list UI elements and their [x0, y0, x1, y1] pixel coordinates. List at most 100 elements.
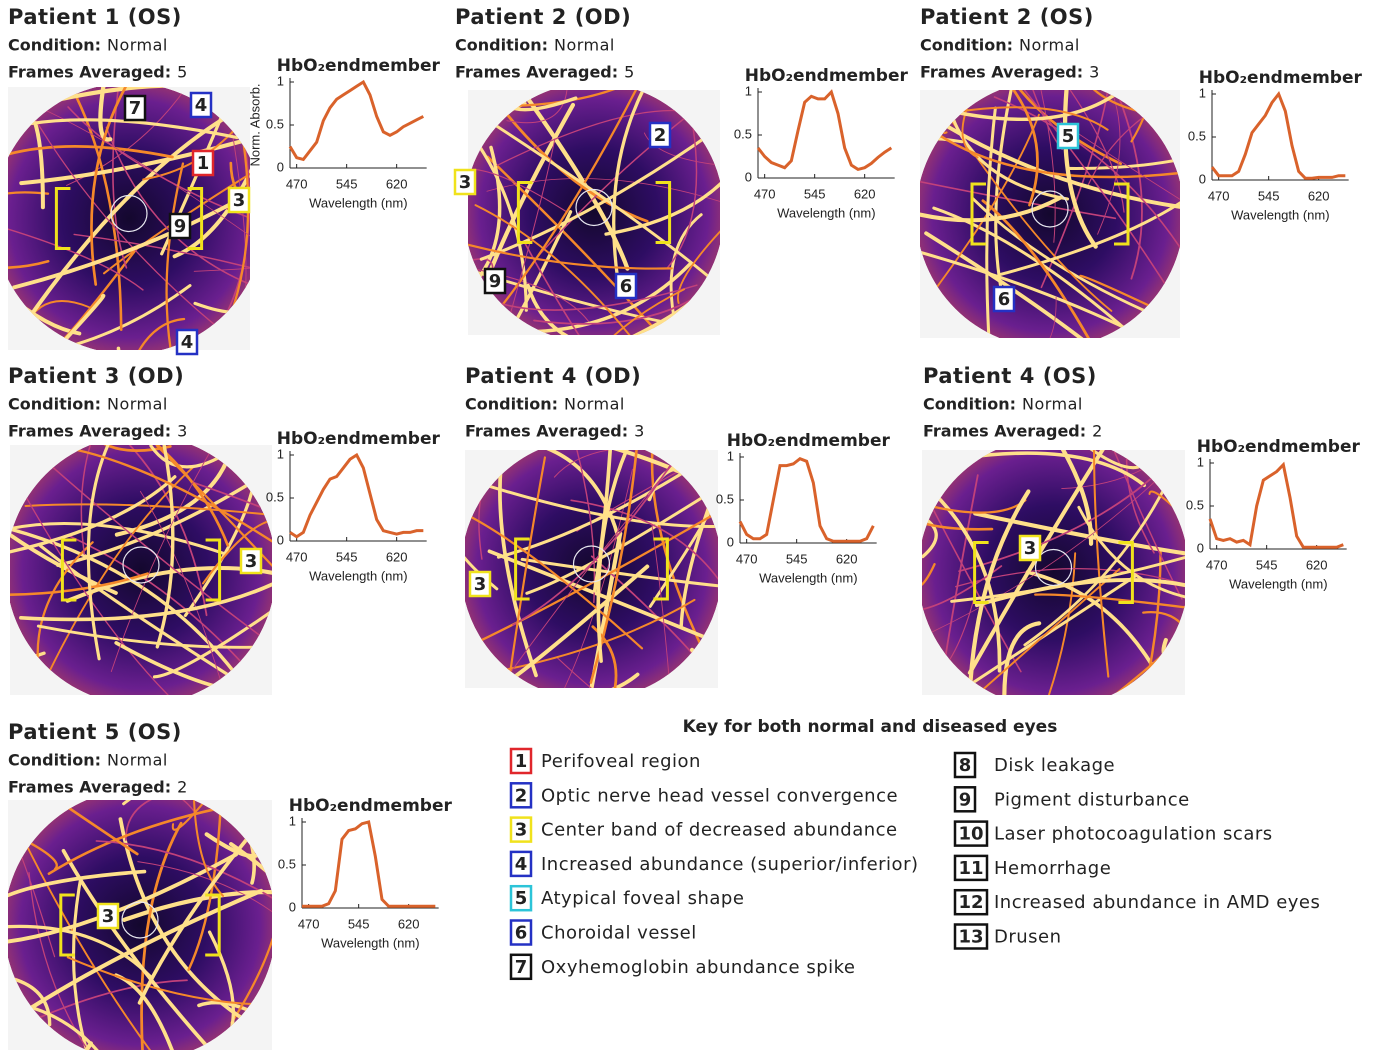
condition-label: Condition:	[923, 395, 1016, 414]
frames: 5	[177, 63, 188, 82]
marker-label: 3	[233, 190, 246, 211]
figure: Key for both normal and diseased eyes Pa…	[0, 0, 1379, 1055]
frames-label: Frames Averaged:	[465, 422, 628, 441]
key-text: Increased abundance in AMD eyes	[994, 892, 1320, 913]
x-axis-label: Wavelength (nm)	[1229, 576, 1328, 591]
chart-title: HbO₂endmember	[1197, 437, 1361, 457]
x-tick-label: 545	[1256, 557, 1278, 572]
fundus-image	[903, 67, 1198, 360]
marker-label: 4	[195, 95, 208, 116]
y-tick-label: 0	[289, 899, 296, 914]
frames-label: Frames Averaged:	[8, 63, 171, 82]
frames: 2	[1092, 422, 1103, 441]
patient-title: Patient 1 (OS)	[8, 5, 182, 29]
frames-label: Frames Averaged:	[923, 422, 1086, 441]
x-axis-label: Wavelength (nm)	[309, 195, 408, 210]
x-tick-label: 470	[1208, 188, 1230, 203]
marker-label: 5	[1062, 126, 1075, 147]
condition-label: Condition:	[8, 36, 101, 55]
x-tick-label: 470	[286, 549, 308, 564]
patient-title: Patient 4 (OS)	[923, 364, 1097, 388]
frames: 3	[1089, 63, 1100, 82]
y-tick-label: 1	[289, 813, 296, 828]
key-number: 6	[515, 923, 528, 944]
chart-title: HbO₂endmember	[727, 431, 891, 451]
condition: Normal	[107, 751, 168, 770]
x-tick-label: 620	[398, 916, 420, 931]
frames: 3	[634, 422, 645, 441]
x-tick-label: 545	[1258, 188, 1280, 203]
chart-title: HbO₂endmember	[289, 796, 453, 816]
y-tick-label: 0	[745, 169, 752, 184]
x-tick-label: 470	[1206, 557, 1228, 572]
fundus-image	[904, 424, 1201, 721]
key-number: 2	[515, 785, 528, 806]
y-tick-label: 0.5	[278, 856, 296, 871]
key-text: Perifoveal region	[541, 751, 701, 772]
marker-label: 9	[174, 216, 187, 237]
marker-label: 3	[245, 551, 258, 572]
x-tick-label: 470	[286, 176, 308, 191]
key-number: 9	[959, 789, 972, 810]
patient-title: Patient 2 (OD)	[455, 5, 631, 29]
spectrum-line	[290, 455, 423, 537]
marker-label: 2	[654, 125, 667, 146]
marker-label: 7	[129, 98, 142, 119]
vessel	[0, 476, 10, 602]
x-tick-label: 470	[736, 551, 758, 566]
y-tick-label: 0	[277, 532, 284, 547]
key-number: 4	[515, 854, 528, 875]
y-tick-label: 0.5	[716, 491, 734, 506]
x-tick-label: 620	[1308, 188, 1330, 203]
key-number: 5	[515, 888, 528, 909]
key-number: 10	[958, 824, 983, 845]
key-text: Disk leakage	[994, 755, 1115, 776]
frames: 3	[177, 422, 188, 441]
condition: Normal	[107, 395, 168, 414]
key-number: 13	[958, 927, 983, 948]
x-tick-label: 545	[336, 549, 358, 564]
x-tick-label: 620	[836, 551, 858, 566]
y-tick-label: 0	[727, 534, 734, 549]
marker-label: 4	[181, 332, 194, 353]
frames: 2	[177, 778, 188, 797]
condition: Normal	[554, 36, 615, 55]
key-text: Atypical foveal shape	[541, 888, 744, 909]
x-tick-label: 545	[336, 176, 358, 191]
key-text: Optic nerve head vessel convergence	[541, 785, 898, 806]
condition-label: Condition:	[455, 36, 548, 55]
x-axis-label: Wavelength (nm)	[309, 568, 408, 583]
x-axis-label: Wavelength (nm)	[1231, 207, 1330, 222]
marker-label: 3	[1024, 538, 1037, 559]
frames-label: Frames Averaged:	[920, 63, 1083, 82]
y-tick-label: 1	[727, 448, 734, 463]
y-axis-label: Norm. Absorb.	[247, 83, 262, 166]
key-text: Oxyhemoglobin abundance spike	[541, 957, 856, 978]
frames-label: Frames Averaged:	[8, 422, 171, 441]
condition: Normal	[107, 36, 168, 55]
key-number: 7	[515, 957, 528, 978]
chart-title: HbO₂endmember	[745, 66, 909, 86]
condition: Normal	[564, 395, 625, 414]
spectrum-line	[740, 459, 873, 542]
marker-label: 6	[998, 289, 1011, 310]
x-axis-label: Wavelength (nm)	[321, 935, 420, 950]
patient-title: Patient 3 (OD)	[8, 364, 184, 388]
y-tick-label: 0	[1197, 540, 1204, 555]
marker-label: 1	[197, 153, 210, 174]
x-axis-label: Wavelength (nm)	[777, 205, 876, 220]
key-text: Pigment disturbance	[994, 789, 1190, 810]
fundus-image	[452, 427, 734, 713]
y-tick-label: 1	[1197, 454, 1204, 469]
fundus-image	[0, 776, 290, 1055]
spectrum-line	[290, 82, 423, 159]
key-number: 8	[959, 755, 972, 776]
x-tick-label: 620	[854, 186, 876, 201]
y-tick-label: 1	[277, 446, 284, 461]
marker-label: 9	[489, 271, 502, 292]
patient-title: Patient 2 (OS)	[920, 5, 1094, 29]
x-tick-label: 545	[804, 186, 826, 201]
key-title: Key for both normal and diseased eyes	[683, 717, 1058, 737]
y-tick-label: 0.5	[734, 126, 752, 141]
key-text: Drusen	[994, 927, 1062, 948]
